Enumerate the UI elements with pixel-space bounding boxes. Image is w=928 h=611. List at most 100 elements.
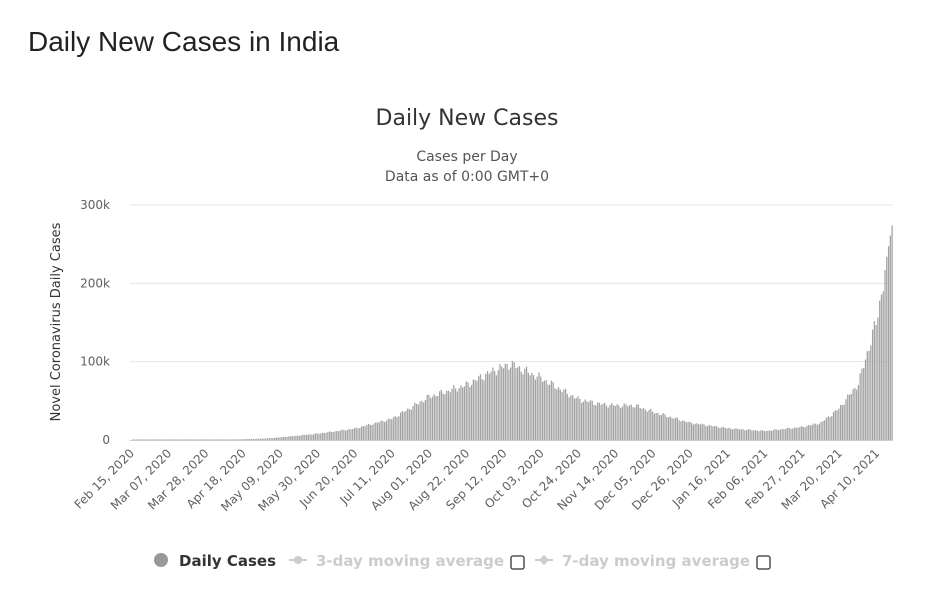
bar[interactable] — [651, 411, 654, 440]
bar[interactable] — [424, 399, 427, 440]
bar[interactable] — [222, 439, 224, 440]
bar[interactable] — [889, 235, 891, 440]
bar[interactable] — [547, 384, 549, 441]
bar[interactable] — [185, 439, 187, 440]
bar[interactable] — [508, 369, 510, 440]
bar[interactable] — [403, 411, 405, 440]
bar[interactable] — [163, 439, 166, 440]
bar[interactable] — [325, 432, 327, 440]
bar[interactable] — [726, 428, 728, 440]
bar[interactable] — [179, 439, 182, 440]
bar[interactable] — [657, 413, 659, 440]
bar[interactable] — [412, 405, 414, 440]
bar[interactable] — [339, 430, 341, 440]
bar[interactable] — [517, 367, 519, 440]
bar[interactable] — [879, 300, 881, 440]
bar[interactable] — [266, 438, 269, 440]
bar[interactable] — [524, 368, 526, 440]
bar[interactable] — [405, 410, 407, 440]
bar[interactable] — [792, 428, 794, 440]
bar[interactable] — [456, 391, 459, 440]
bar[interactable] — [313, 434, 315, 440]
bar[interactable] — [158, 439, 160, 440]
bar[interactable] — [362, 426, 364, 440]
bar[interactable] — [352, 429, 354, 440]
bar[interactable] — [829, 417, 831, 440]
bar[interactable] — [749, 429, 751, 440]
bar[interactable] — [859, 373, 861, 440]
bar[interactable] — [277, 437, 279, 440]
bar[interactable] — [469, 386, 471, 440]
bar[interactable] — [662, 413, 664, 440]
bar[interactable] — [279, 437, 281, 440]
bar[interactable] — [162, 439, 164, 440]
bar[interactable] — [472, 379, 474, 440]
bar[interactable] — [428, 395, 430, 440]
bar[interactable] — [229, 439, 231, 440]
bar[interactable] — [437, 396, 439, 440]
bar[interactable] — [439, 391, 441, 440]
bar[interactable] — [419, 401, 421, 440]
bar[interactable] — [676, 417, 679, 440]
bar[interactable] — [694, 423, 696, 440]
bar[interactable] — [781, 428, 783, 440]
bar[interactable] — [211, 439, 214, 440]
bar[interactable] — [447, 390, 450, 440]
bar[interactable] — [572, 395, 574, 440]
bar[interactable] — [399, 412, 402, 440]
bar[interactable] — [744, 430, 746, 440]
bar[interactable] — [824, 420, 826, 440]
bar[interactable] — [300, 435, 302, 440]
bar[interactable] — [809, 425, 812, 440]
bar[interactable] — [293, 436, 295, 440]
bar[interactable] — [423, 402, 425, 440]
bar[interactable] — [825, 417, 828, 440]
bar[interactable] — [635, 404, 638, 440]
bar[interactable] — [641, 408, 643, 440]
bar[interactable] — [305, 434, 308, 440]
bar[interactable] — [511, 360, 514, 440]
bar[interactable] — [314, 433, 317, 440]
bar[interactable] — [731, 429, 734, 440]
bar[interactable] — [861, 368, 863, 440]
bar[interactable] — [286, 436, 288, 440]
bar[interactable] — [721, 427, 723, 440]
bar[interactable] — [449, 392, 451, 440]
bar[interactable] — [737, 428, 739, 440]
bar[interactable] — [476, 380, 478, 440]
bar[interactable] — [533, 375, 535, 440]
bar[interactable] — [215, 439, 217, 440]
bar[interactable] — [564, 388, 567, 440]
bar[interactable] — [674, 417, 677, 440]
bar[interactable] — [208, 439, 210, 440]
bar[interactable] — [719, 428, 721, 440]
bar[interactable] — [414, 402, 416, 440]
bar[interactable] — [728, 427, 730, 440]
checkbox-3-day-average[interactable] — [510, 555, 525, 570]
bar[interactable] — [795, 427, 797, 440]
bar[interactable] — [745, 430, 748, 440]
bar[interactable] — [245, 439, 247, 440]
bar[interactable] — [841, 405, 844, 440]
bar[interactable] — [550, 380, 553, 440]
bar[interactable] — [270, 438, 272, 440]
bar[interactable] — [698, 424, 700, 440]
bar[interactable] — [769, 430, 771, 440]
bar[interactable] — [664, 414, 666, 440]
bar[interactable] — [440, 389, 443, 440]
bar[interactable] — [288, 436, 290, 440]
bar[interactable] — [588, 402, 590, 440]
bar[interactable] — [868, 350, 870, 440]
bar[interactable] — [639, 407, 641, 440]
bar[interactable] — [227, 439, 230, 440]
bar[interactable] — [777, 430, 780, 440]
bar[interactable] — [435, 396, 437, 440]
bar[interactable] — [366, 425, 368, 440]
bar[interactable] — [341, 429, 343, 440]
bar[interactable] — [478, 376, 480, 440]
bar[interactable] — [689, 421, 691, 440]
bar[interactable] — [609, 404, 611, 440]
bar[interactable] — [671, 417, 673, 440]
bar[interactable] — [261, 438, 263, 440]
bar[interactable] — [598, 402, 600, 440]
